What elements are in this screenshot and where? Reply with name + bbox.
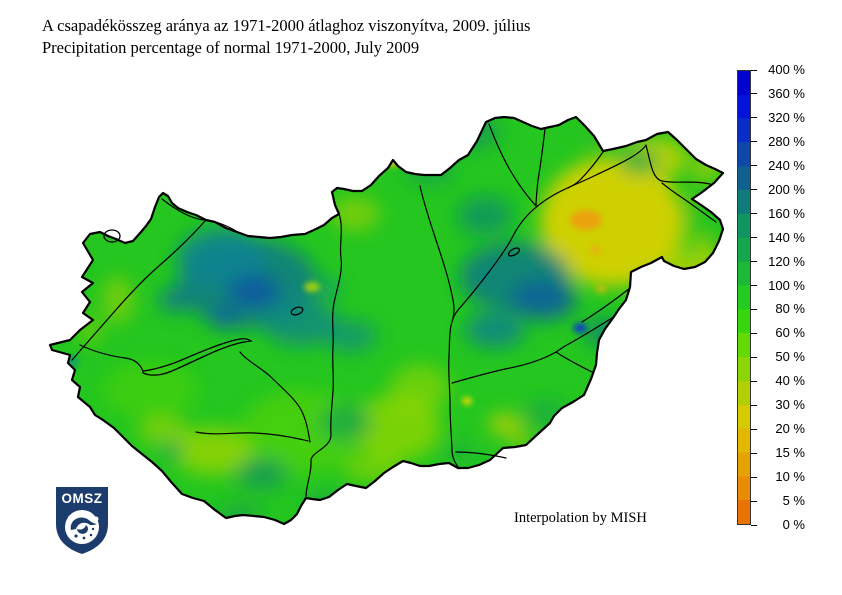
river-raba <box>71 220 206 361</box>
legend-tick <box>751 452 757 454</box>
river-koros <box>451 351 557 384</box>
lake-ferto <box>103 229 121 243</box>
legend-label: 160 % <box>768 205 805 221</box>
legend-tick <box>751 213 757 215</box>
legend-tick <box>751 332 757 334</box>
river-sio <box>239 351 311 443</box>
legend-label: 50 % <box>775 349 805 365</box>
interpolation-credit: Interpolation by MISH <box>514 510 647 526</box>
legend-label: 320 % <box>768 109 805 125</box>
legend-label: 10 % <box>775 469 805 485</box>
river-sebes-koros <box>555 317 613 353</box>
legend-label: 30 % <box>775 397 805 413</box>
logo-wave-icon <box>65 510 99 544</box>
river-zala <box>79 344 144 372</box>
legend-label: 400 % <box>768 62 805 77</box>
legend-tick <box>751 165 757 167</box>
river-danube <box>305 213 342 498</box>
legend-label: 40 % <box>775 373 805 389</box>
omsz-logo: OMSZ <box>56 487 108 554</box>
legend-tick <box>751 141 757 143</box>
legend-tick <box>751 308 757 310</box>
legend-tick <box>751 261 757 263</box>
map-title-hungarian: A csapadékösszeg aránya az 1971-2000 átl… <box>42 16 531 35</box>
legend-label: 60 % <box>775 325 805 341</box>
legend-tick <box>751 117 757 119</box>
color-scale-legend: 400 % 360 % 320 % 280 % 240 % 200 % 160 % 140 %… <box>737 63 837 532</box>
legend-tick <box>751 500 757 502</box>
legend-label: 0 % <box>782 517 805 532</box>
legend-label: 200 % <box>768 181 805 197</box>
lake-tisza <box>507 247 521 257</box>
legend-label: 240 % <box>768 157 805 173</box>
legend-label: 5 % <box>782 493 805 509</box>
lake-velence <box>290 306 304 316</box>
river-hernad <box>535 128 546 207</box>
legend-tick <box>751 524 757 526</box>
legend-label: 15 % <box>775 445 805 461</box>
legend-label: 280 % <box>768 133 805 149</box>
legend-tick <box>751 285 757 287</box>
river-szamos <box>661 182 717 223</box>
legend-tick <box>751 476 757 478</box>
river-tisza <box>448 144 711 468</box>
legend-tick <box>751 93 757 95</box>
legend-tick <box>751 428 757 430</box>
color-scale-bar <box>737 70 751 525</box>
river-kapos <box>195 431 309 442</box>
legend-tick <box>751 356 757 358</box>
map-title-english: Precipitation percentage of normal 1971-… <box>42 38 420 57</box>
legend-tick <box>751 404 757 406</box>
river-sajo <box>488 123 537 207</box>
legend-tick <box>751 69 757 71</box>
legend-tick <box>751 189 757 191</box>
country-border <box>48 115 725 526</box>
river-beretytyo <box>581 287 631 323</box>
legend-tick <box>751 237 757 239</box>
legend-label: 140 % <box>768 229 805 245</box>
logo-text: OMSZ <box>62 491 103 506</box>
legend-label: 100 % <box>768 277 805 293</box>
river-zagyva <box>419 185 455 319</box>
legend-tick <box>751 380 757 382</box>
river-feher-koros <box>555 351 593 373</box>
river-bodrog <box>567 151 604 189</box>
interpolated-field <box>50 117 723 524</box>
lakes <box>103 229 521 376</box>
legend-label: 80 % <box>775 301 805 317</box>
lake-balaton <box>142 338 253 376</box>
legend-label: 120 % <box>768 253 805 269</box>
legend-label: 360 % <box>768 85 805 101</box>
river-maros <box>455 451 507 459</box>
legend-label: 20 % <box>775 421 805 437</box>
